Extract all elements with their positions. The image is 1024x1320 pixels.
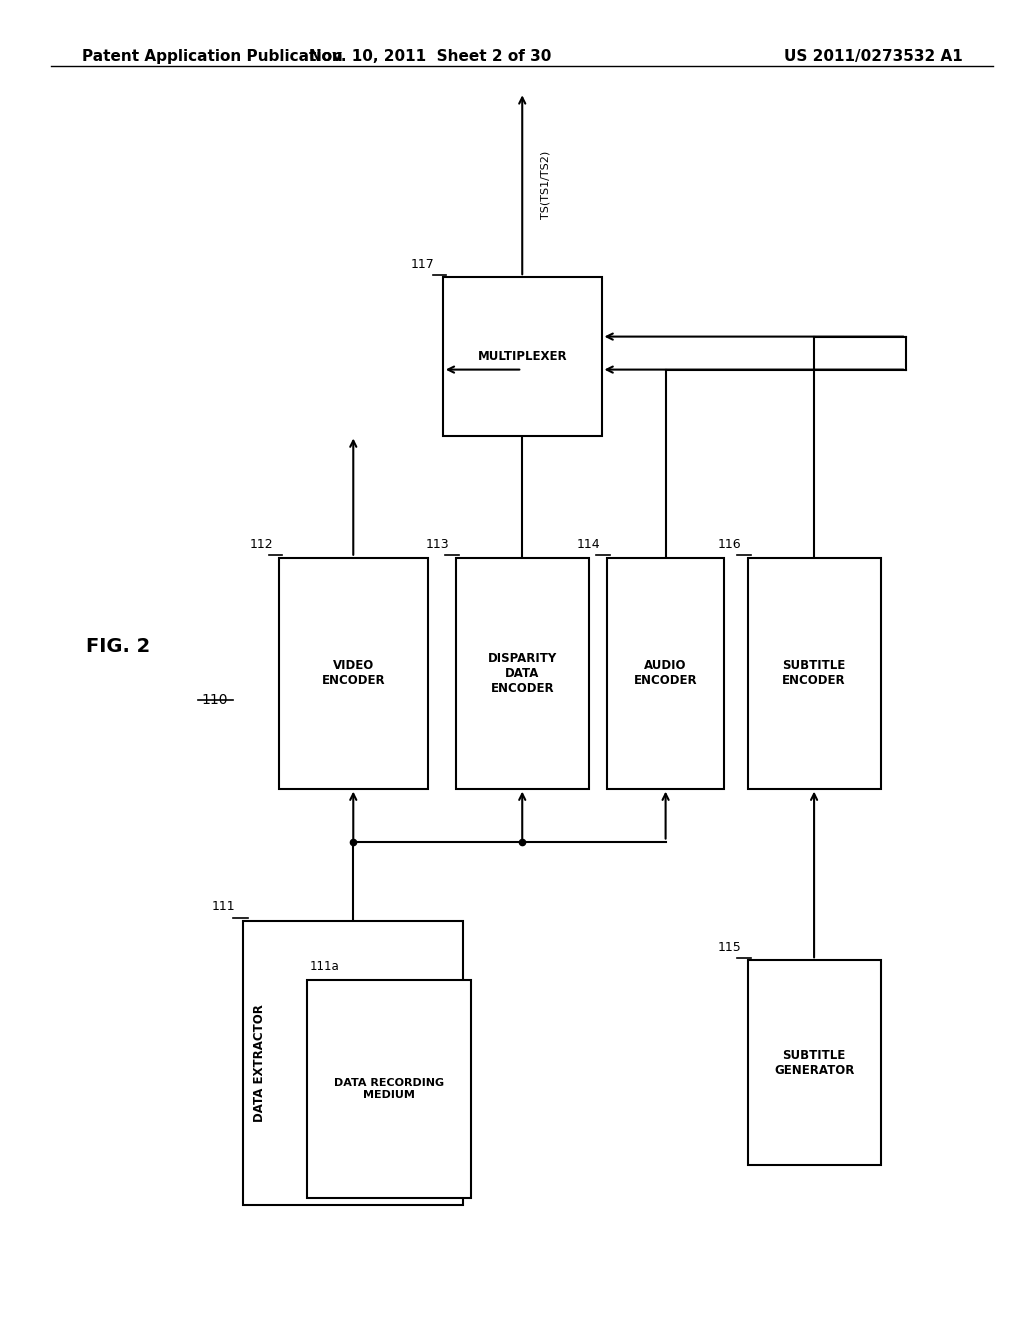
Bar (244, 921, 463, 1204)
Bar (748, 558, 881, 789)
Text: DATA RECORDING
MEDIUM: DATA RECORDING MEDIUM (334, 1078, 444, 1100)
Text: 113: 113 (426, 539, 450, 552)
Text: AUDIO
ENCODER: AUDIO ENCODER (634, 659, 697, 688)
Text: 115: 115 (718, 941, 741, 953)
Bar (442, 277, 602, 436)
Text: FIG. 2: FIG. 2 (86, 638, 150, 656)
Text: MULTIPLEXER: MULTIPLEXER (477, 350, 567, 363)
Text: 110: 110 (202, 693, 228, 708)
Text: DATA EXTRACTOR: DATA EXTRACTOR (253, 1003, 266, 1122)
Text: VIDEO
ENCODER: VIDEO ENCODER (322, 659, 385, 688)
Text: TS(TS1/TS2): TS(TS1/TS2) (541, 150, 551, 219)
Text: 116: 116 (718, 539, 741, 552)
Text: DISPARITY
DATA
ENCODER: DISPARITY DATA ENCODER (487, 652, 557, 694)
Text: SUBTITLE
GENERATOR: SUBTITLE GENERATOR (774, 1048, 854, 1077)
Bar (456, 558, 589, 789)
Text: US 2011/0273532 A1: US 2011/0273532 A1 (783, 49, 963, 63)
Text: 117: 117 (411, 257, 434, 271)
Text: 114: 114 (577, 539, 600, 552)
Text: 112: 112 (249, 539, 272, 552)
Text: SUBTITLE
ENCODER: SUBTITLE ENCODER (782, 659, 846, 688)
Text: 111: 111 (211, 900, 234, 913)
Bar (279, 558, 428, 789)
Text: Patent Application Publication: Patent Application Publication (82, 49, 343, 63)
Bar (307, 979, 471, 1199)
Text: 111a: 111a (309, 961, 339, 974)
Text: Nov. 10, 2011  Sheet 2 of 30: Nov. 10, 2011 Sheet 2 of 30 (309, 49, 551, 63)
Bar (606, 558, 725, 789)
Bar (748, 961, 881, 1164)
